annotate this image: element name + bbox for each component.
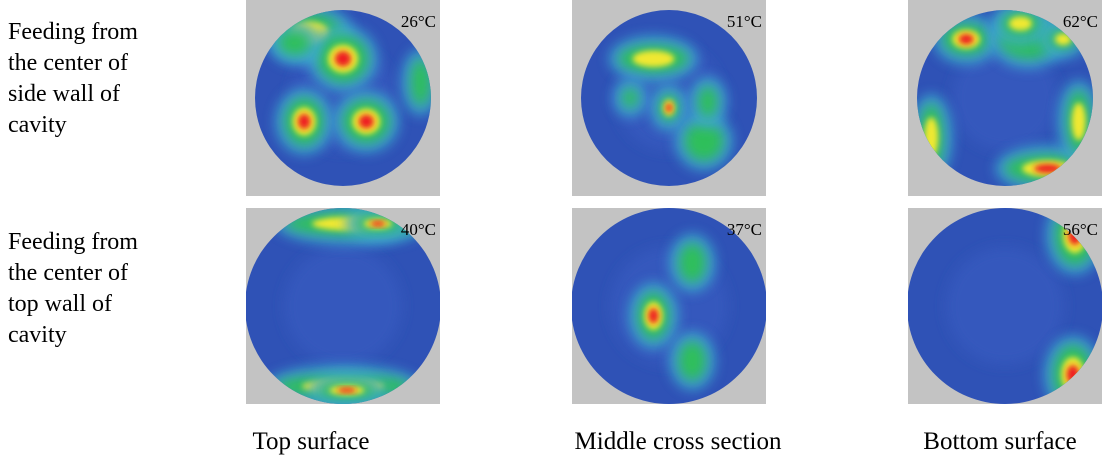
column-label: Bottom surface bbox=[923, 428, 1076, 455]
heatmap-panel: 56°C bbox=[908, 208, 1102, 404]
row-label: cavity bbox=[8, 322, 67, 348]
temperature-label: 62°C bbox=[1063, 12, 1098, 31]
row-label: top wall of bbox=[8, 291, 112, 317]
heatmap-panel: 40°C bbox=[246, 208, 440, 404]
temperature-label: 26°C bbox=[401, 12, 436, 31]
row-label: Feeding from bbox=[8, 19, 138, 45]
heatmap-panel: 26°C bbox=[246, 0, 440, 196]
temperature-label: 40°C bbox=[401, 220, 436, 239]
column-label: Top surface bbox=[253, 428, 370, 455]
row-label: the center of bbox=[8, 260, 128, 286]
temperature-label: 51°C bbox=[727, 12, 762, 31]
temperature-label: 56°C bbox=[1063, 220, 1098, 239]
row-label: Feeding from bbox=[8, 229, 138, 255]
heatmap-panel: 62°C bbox=[908, 0, 1102, 196]
temperature-label: 37°C bbox=[727, 220, 762, 239]
row-label: side wall of bbox=[8, 81, 120, 107]
heatmap-panel: 37°C bbox=[572, 208, 766, 404]
row-label: the center of bbox=[8, 50, 128, 76]
heatmap-panel: 51°C bbox=[572, 0, 766, 196]
row-label: cavity bbox=[8, 112, 67, 138]
column-label: Middle cross section bbox=[575, 428, 782, 455]
